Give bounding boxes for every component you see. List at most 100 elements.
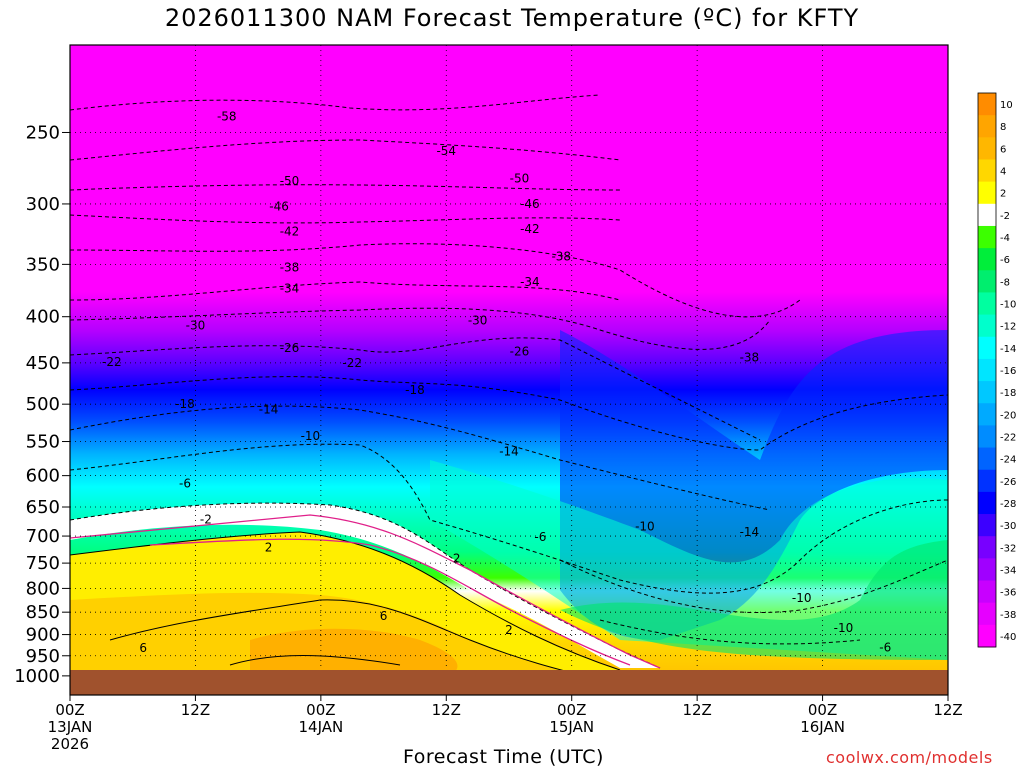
contour-label: -14	[740, 525, 760, 539]
contour-label: -50	[280, 174, 300, 188]
colorbar-label: -22	[1000, 432, 1016, 443]
y-tick-label: 700	[26, 526, 60, 547]
colorbar-label: -16	[1000, 366, 1016, 377]
colorbar-swatch	[978, 336, 996, 360]
contour-label: -46	[269, 200, 289, 214]
colorbar-label: -12	[1000, 322, 1016, 333]
svg-text:-34: -34	[280, 281, 300, 295]
contour-label: 2	[505, 623, 513, 637]
warm-isotherm-lines	[70, 531, 621, 681]
colorbar-label: -40	[1000, 632, 1016, 643]
contour-labels: -58 -54 -50 -50 -46 -46 -42 -42 -38 -38 -34 -34 -30 -…	[102, 109, 891, 655]
x-axis-title: Forecast Time (UTC)	[403, 746, 604, 768]
contour-label: -46	[520, 197, 540, 211]
svg-text:-10: -10	[635, 519, 655, 533]
contour-label: 2	[265, 541, 273, 555]
svg-text:-38: -38	[551, 249, 571, 263]
x-tick-label: 00Z 14JAN	[298, 701, 343, 736]
contour-label: -10	[635, 519, 655, 533]
svg-text:-34: -34	[520, 275, 540, 289]
colorbar-swatch	[978, 624, 996, 648]
svg-text:-22: -22	[342, 356, 362, 370]
svg-text:-46: -46	[520, 197, 540, 211]
colorbar-label: -8	[1000, 277, 1010, 288]
svg-text:-18: -18	[175, 397, 195, 411]
y-tick-label: 450	[26, 353, 60, 374]
ground-surface	[70, 670, 948, 695]
colorbar-label: -38	[1000, 610, 1016, 621]
x-tick-label: 00Z 13JAN 2026	[48, 701, 93, 753]
colorbar-swatch	[978, 425, 996, 449]
colorbar-swatch	[978, 580, 996, 604]
contour-label: 6	[380, 609, 388, 623]
svg-text:2: 2	[505, 623, 513, 637]
colorbar-swatch	[978, 358, 996, 382]
colorbar-label: -6	[1000, 255, 1010, 266]
y-tick-label: 400	[26, 307, 60, 328]
colorbar-label: -10	[1000, 300, 1016, 311]
contour-label: -10	[301, 429, 321, 443]
x-tick-label: 12Z	[933, 701, 962, 719]
svg-text:-50: -50	[280, 174, 300, 188]
colorbar-swatch	[978, 602, 996, 626]
y-tick-label: 850	[26, 602, 60, 623]
plot-area: -58 -54 -50 -50 -46 -46 -42 -42 -38 -38 -34 -34 -30 -…	[70, 45, 948, 695]
contour-label: -30	[186, 318, 206, 332]
contour-label: -34	[280, 281, 300, 295]
y-tick-label: 350	[26, 254, 60, 275]
y-tick-label: 500	[26, 394, 60, 415]
contour-label: -50	[510, 171, 530, 185]
svg-text:-22: -22	[102, 355, 122, 369]
y-tick-label: 300	[26, 194, 60, 215]
y-tick-label: 800	[26, 578, 60, 599]
colorbar-label: 10	[1000, 100, 1013, 111]
colorbar-swatch	[978, 225, 996, 249]
contour-label: -22	[102, 355, 122, 369]
contour-label: -38	[551, 249, 571, 263]
chart-title: 2026011300 NAM Forecast Temperature (ºC)…	[164, 4, 860, 32]
contour-label: 6	[139, 641, 147, 655]
colorbar-swatch	[978, 203, 996, 227]
colorbar-swatch	[978, 137, 996, 160]
svg-text:-14: -14	[740, 525, 760, 539]
contour-label: -22	[342, 356, 362, 370]
colorbar-swatch	[978, 447, 996, 471]
colorbar-label: 8	[1000, 122, 1006, 133]
contour-label: -6	[534, 530, 546, 544]
y-tick-label: 900	[26, 625, 60, 646]
isotherm-lines	[70, 94, 948, 669]
svg-text:-14: -14	[259, 403, 279, 417]
svg-text:-30: -30	[468, 314, 488, 328]
svg-text:-42: -42	[520, 222, 540, 236]
contour-label: -38	[280, 261, 300, 275]
colorbar-swatch	[978, 536, 996, 559]
y-tick-label: 550	[26, 432, 60, 453]
zero-degree-line	[70, 514, 661, 669]
contour-label: -42	[280, 225, 300, 239]
svg-text:-6: -6	[534, 530, 546, 544]
svg-text:-58: -58	[217, 109, 237, 123]
contour-label: -14	[499, 444, 519, 458]
svg-text:2: 2	[453, 551, 461, 565]
x-tick-label: 12Z	[682, 701, 711, 719]
colorbar-label: -32	[1000, 543, 1016, 554]
contour-label: -26	[510, 344, 530, 358]
colorbar-swatch	[978, 270, 996, 293]
contour-label: -54	[436, 144, 456, 158]
y-tick-label: 750	[26, 553, 60, 574]
colorbar-label: -30	[1000, 521, 1016, 532]
contour-label: -18	[175, 397, 195, 411]
contour-label: -30	[468, 314, 488, 328]
colorbar-label: 4	[1000, 167, 1006, 178]
contour-label: -6	[879, 640, 891, 654]
svg-text:-6: -6	[879, 640, 891, 654]
y-tick-label: 600	[26, 466, 60, 487]
x-tick-label: 00Z 16JAN	[800, 701, 845, 736]
zero-degree-line-lower	[149, 538, 631, 666]
colorbar-swatch	[978, 115, 996, 138]
green-lowlevel-region	[560, 540, 948, 660]
y-tick-label: 1000	[14, 666, 60, 687]
svg-text:-2: -2	[200, 512, 212, 526]
colorbar-label: -4	[1000, 233, 1010, 244]
